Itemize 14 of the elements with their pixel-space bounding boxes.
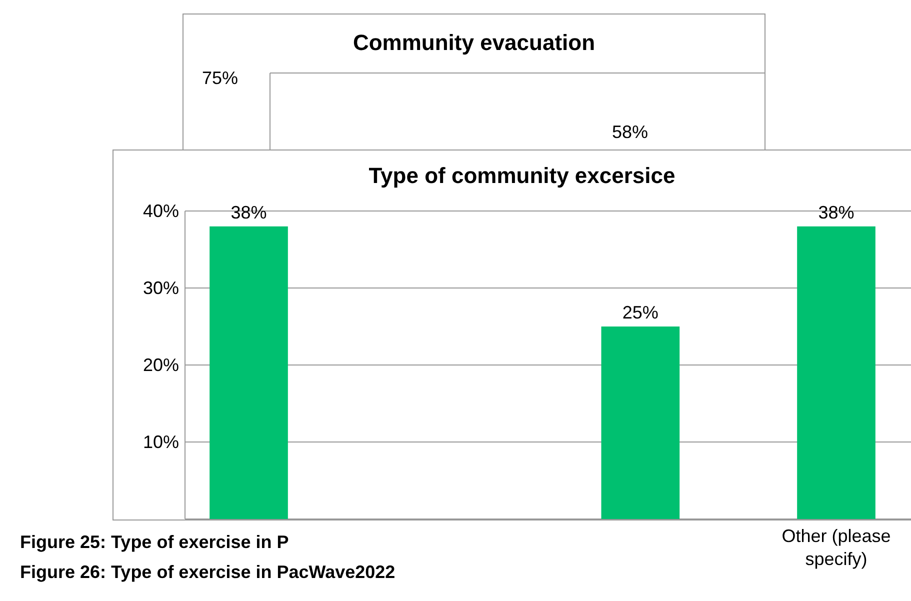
data-label: 38%	[230, 202, 267, 222]
text: Community evacuation	[352, 30, 596, 55]
caption: Figure 25: Type of exercise in P	[20, 532, 289, 552]
x-tick-label: Other (please specify)	[782, 526, 891, 570]
y-tick-label: 20%	[142, 354, 179, 375]
text: 58%	[612, 122, 648, 142]
data-label: 25%	[622, 302, 658, 322]
y-tick-label: 30%	[142, 278, 179, 298]
y-tick-label: 10%	[142, 432, 179, 452]
data-label: 38%	[818, 202, 854, 222]
y-tick-label: 40%	[142, 200, 179, 221]
chart-title: Type of community excersice	[368, 163, 676, 188]
caption: Figure 26: Type of exercise in PacWave2022	[20, 562, 396, 582]
text: 75%	[202, 68, 238, 88]
